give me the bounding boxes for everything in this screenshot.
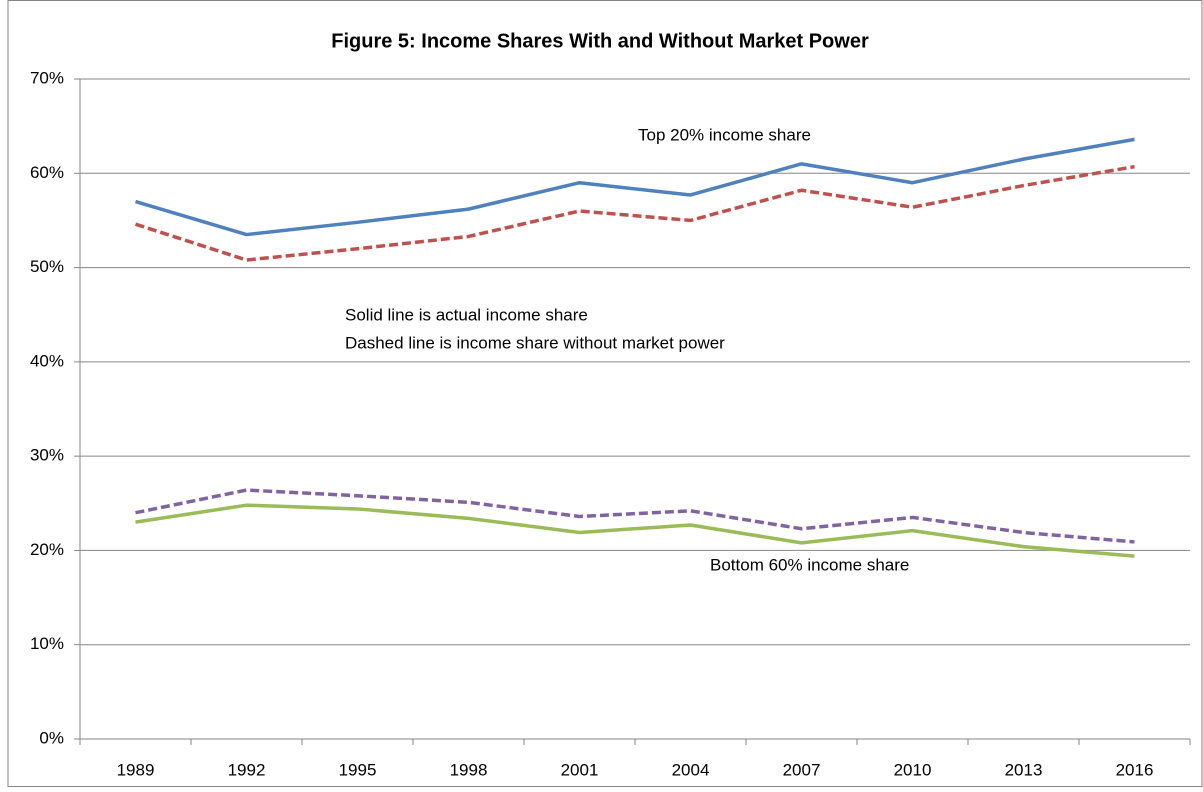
x-tick-label: 2010 (894, 760, 932, 779)
chart-title: Figure 5: Income Shares With and Without… (331, 30, 869, 52)
annotation: Bottom 60% income share (710, 555, 909, 574)
series-line (135, 503, 1135, 558)
annotation: Top 20% income share (638, 125, 811, 144)
series-line (135, 488, 1135, 544)
annotation: Dashed line is income share without mark… (345, 333, 725, 352)
x-tick-label: 2013 (1005, 760, 1043, 779)
x-tick-label: 2007 (783, 760, 821, 779)
y-tick-label: 10% (30, 634, 64, 653)
y-tick-label: 0% (39, 728, 64, 747)
x-tick-label: 1995 (339, 760, 377, 779)
x-tick-label: 2004 (672, 760, 710, 779)
chart-frame (7, 0, 1203, 787)
y-tick-label: 50% (30, 257, 64, 276)
y-tick-label: 60% (30, 163, 64, 182)
annotation: Solid line is actual income share (345, 305, 588, 324)
x-tick-label: 1989 (117, 760, 155, 779)
x-tick-label: 2001 (561, 760, 599, 779)
y-tick-label: 20% (30, 540, 64, 559)
x-tick-label: 1992 (228, 760, 266, 779)
y-tick-label: 30% (30, 446, 64, 465)
x-tick-label: 2016 (1116, 760, 1154, 779)
series-line (134, 164, 1135, 262)
series-line (135, 137, 1135, 237)
y-tick-label: 70% (30, 68, 64, 87)
y-tick-label: 40% (30, 351, 64, 370)
x-tick-label: 1998 (450, 760, 488, 779)
